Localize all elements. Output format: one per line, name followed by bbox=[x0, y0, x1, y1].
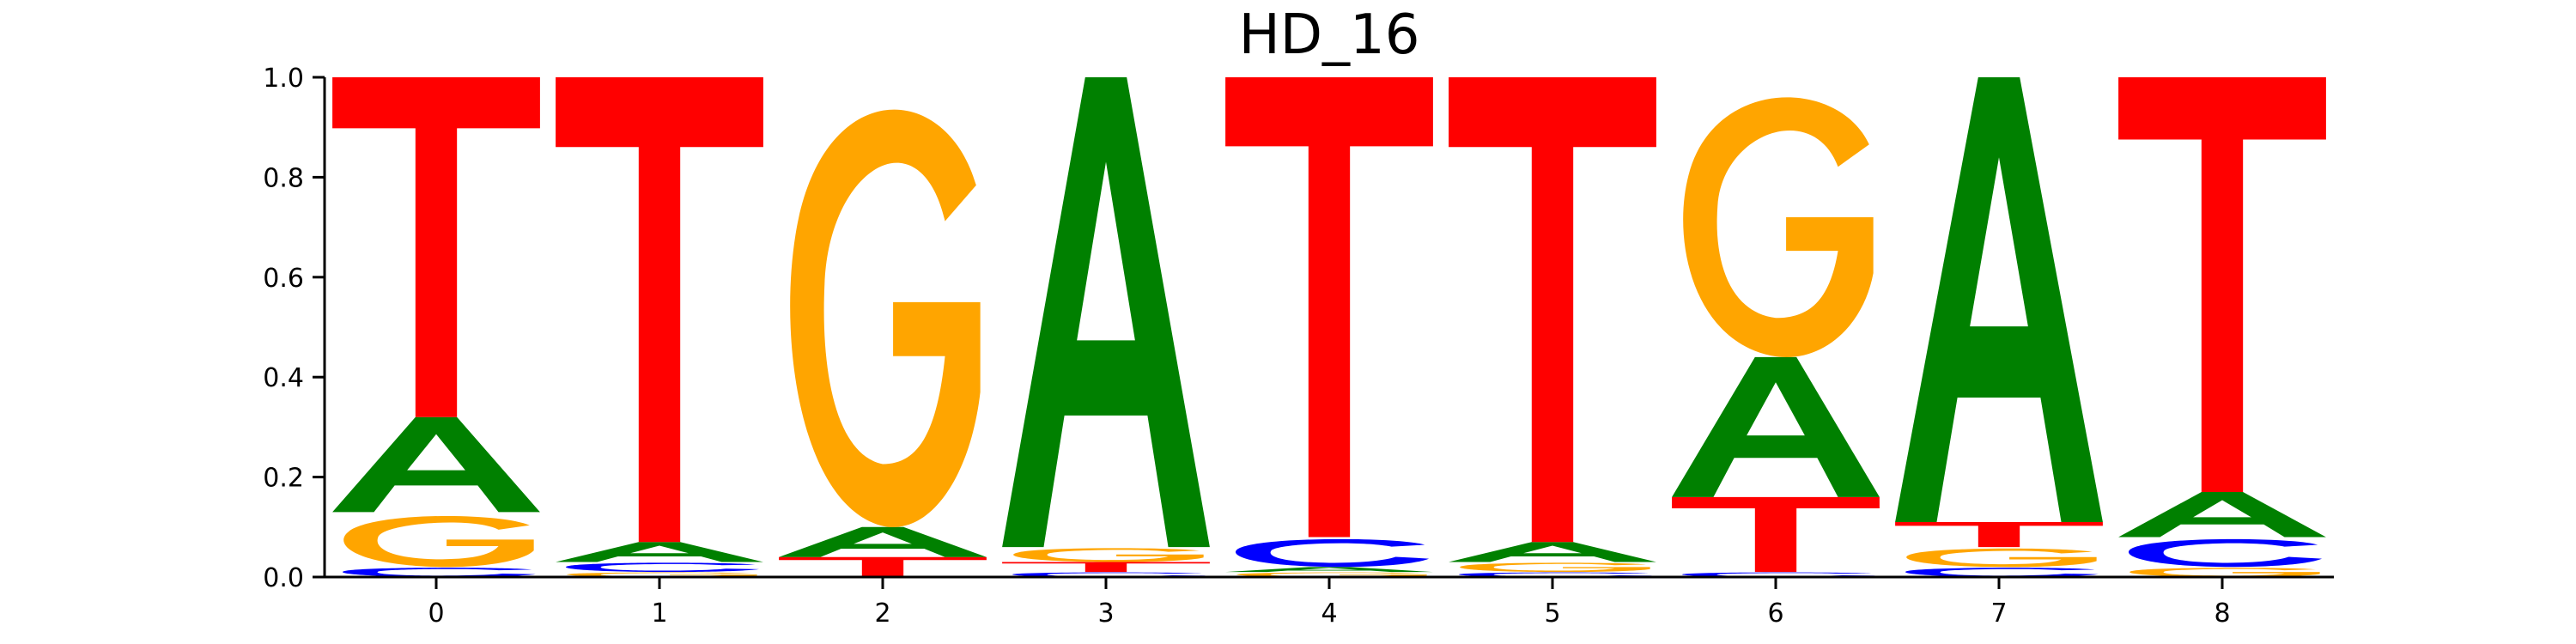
letter-c-pos-8 bbox=[2128, 538, 2323, 568]
letter-t-pos-2 bbox=[779, 556, 987, 577]
letter-g-pos-7 bbox=[1906, 548, 2097, 568]
letter-t-pos-3 bbox=[1002, 562, 1210, 573]
y-tick-label: 1.0 bbox=[263, 64, 304, 94]
y-tick-label: 0.0 bbox=[263, 563, 304, 593]
letter-g-pos-0 bbox=[343, 515, 534, 568]
letter-t-pos-7 bbox=[1895, 521, 2103, 548]
letter-c-pos-1 bbox=[565, 562, 760, 573]
letter-a-pos-8 bbox=[2118, 492, 2326, 538]
letter-t-pos-8 bbox=[2118, 77, 2326, 493]
letter-c-pos-4 bbox=[1235, 538, 1430, 568]
letter-a-pos-2 bbox=[779, 526, 987, 557]
y-axis-ticks: 0.0 0.2 0.4 0.6 0.8 1.0 bbox=[263, 64, 325, 593]
letter-t-pos-0 bbox=[332, 77, 540, 417]
letter-a-pos-4 bbox=[1225, 567, 1433, 573]
letter-g-pos-3 bbox=[1013, 548, 1204, 562]
x-tick-label: 4 bbox=[1321, 598, 1337, 629]
letter-c-pos-7 bbox=[1905, 568, 2099, 577]
letter-a-pos-1 bbox=[556, 542, 763, 562]
x-tick-label: 0 bbox=[428, 598, 444, 629]
y-tick-label: 0.6 bbox=[263, 264, 304, 294]
letter-t-pos-6 bbox=[1672, 496, 1880, 573]
y-tick-label: 0.4 bbox=[263, 363, 304, 393]
letters-layer bbox=[332, 77, 2326, 578]
letter-t-pos-4 bbox=[1225, 77, 1433, 538]
letter-a-pos-7 bbox=[1895, 77, 2103, 522]
letter-a-pos-6 bbox=[1672, 356, 1880, 497]
y-tick-label: 0.2 bbox=[263, 464, 304, 494]
x-tick-label: 2 bbox=[874, 598, 890, 629]
letter-t-pos-1 bbox=[556, 77, 763, 543]
letter-g-pos-8 bbox=[2129, 568, 2320, 578]
letter-c-pos-0 bbox=[342, 568, 537, 577]
chart-title: HD_16 bbox=[1239, 3, 1420, 67]
letter-a-pos-3 bbox=[1002, 77, 1210, 548]
letter-g-pos-6 bbox=[1683, 97, 1874, 357]
letter-g-pos-2 bbox=[790, 109, 981, 527]
x-tick-label: 7 bbox=[1990, 598, 2007, 629]
x-tick-label: 3 bbox=[1097, 598, 1114, 629]
letter-a-pos-5 bbox=[1449, 542, 1656, 562]
letter-t-pos-5 bbox=[1449, 77, 1656, 543]
letter-a-pos-0 bbox=[332, 416, 540, 513]
x-tick-label: 1 bbox=[651, 598, 667, 629]
x-tick-label: 8 bbox=[2214, 598, 2230, 629]
letter-g-pos-5 bbox=[1460, 562, 1650, 573]
x-tick-label: 5 bbox=[1544, 598, 1560, 629]
y-tick-label: 0.8 bbox=[263, 163, 304, 193]
x-axis-ticks: 0 1 2 3 4 5 6 7 8 bbox=[428, 577, 2231, 629]
x-tick-label: 6 bbox=[1767, 598, 1783, 629]
